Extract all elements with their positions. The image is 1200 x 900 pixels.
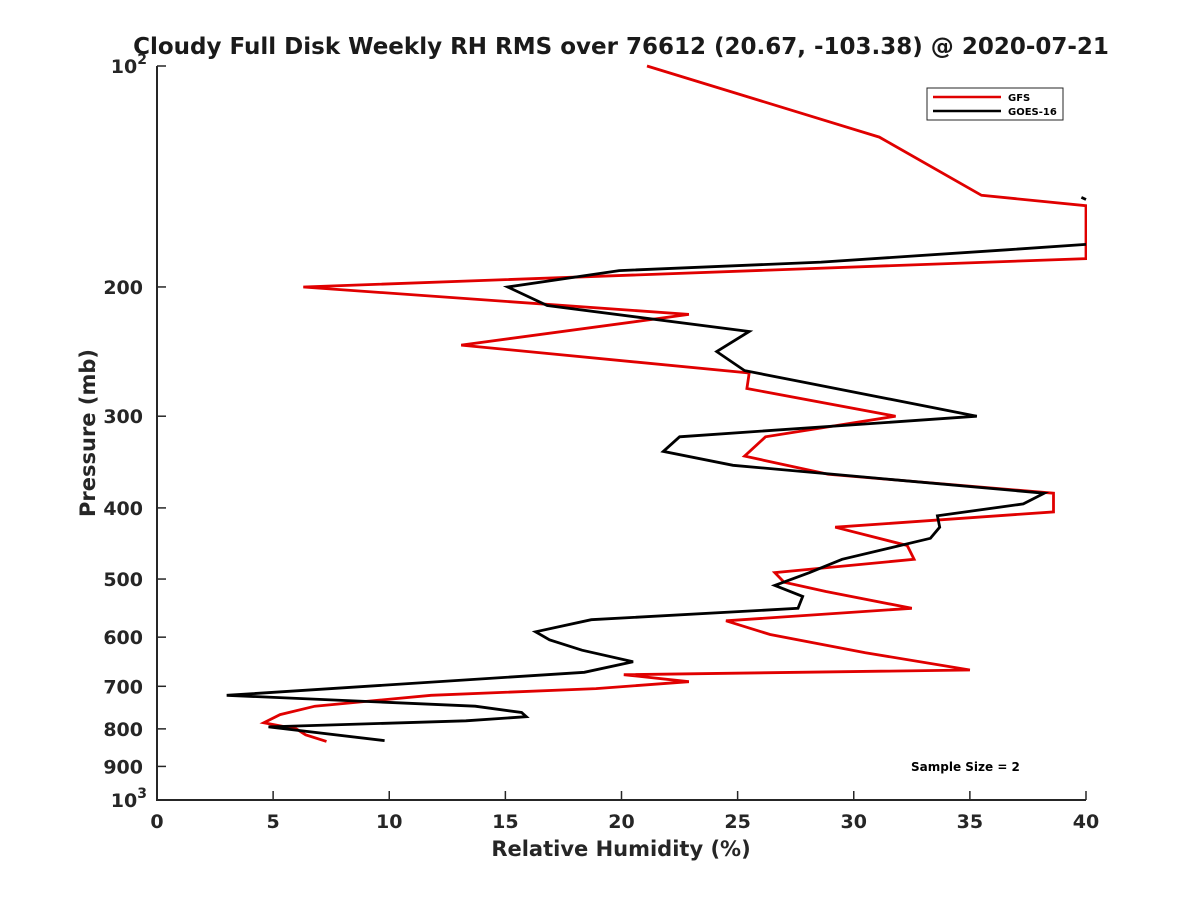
sample-size-annotation: Sample Size = 2 [911,760,1020,774]
y-tick-label: 800 [103,719,143,741]
y-tick-label: 600 [103,627,143,649]
x-axis-ticks: 0 5 10 15 20 25 30 35 40 [150,791,1099,833]
y-tick-label: 102 [111,52,147,78]
series-line-gfs [259,64,1087,743]
x-tick-label: 0 [150,811,163,833]
x-tick-label: 20 [608,811,634,833]
x-tick-label: 30 [841,811,867,833]
x-tick-label: 5 [267,811,280,833]
chart-title: Cloudy Full Disk Weekly RH RMS over 7661… [133,34,1109,60]
legend-label-goes16: GOES-16 [1008,107,1057,118]
legend-label-gfs: GFS [1008,93,1030,104]
x-tick-label: 10 [376,811,402,833]
x-tick-label: 15 [492,811,518,833]
y-axis-ticks: 102 200 300 400 500 600 700 800 900 103 [103,52,166,812]
x-tick-label: 40 [1073,811,1099,833]
legend-box [926,87,1064,121]
x-tick-label: 25 [724,811,750,833]
x-axis-label: Relative Humidity (%) [491,837,750,861]
y-tick-label: 400 [103,498,143,520]
series-line-goes16 [226,243,1087,742]
legend: GFS GOES-16 [926,87,1064,121]
y-axis-label: Pressure (mb) [76,349,100,517]
y-tick-label: 200 [103,277,143,299]
series-layer [226,64,1087,743]
y-tick-label: 900 [103,756,143,778]
x-tick-label: 35 [957,811,983,833]
y-tick-label: 700 [103,676,143,698]
y-tick-label: 103 [111,786,147,812]
y-tick-label: 500 [103,569,143,591]
y-tick-label: 300 [103,406,143,428]
series-line-goes16 [1080,196,1087,201]
